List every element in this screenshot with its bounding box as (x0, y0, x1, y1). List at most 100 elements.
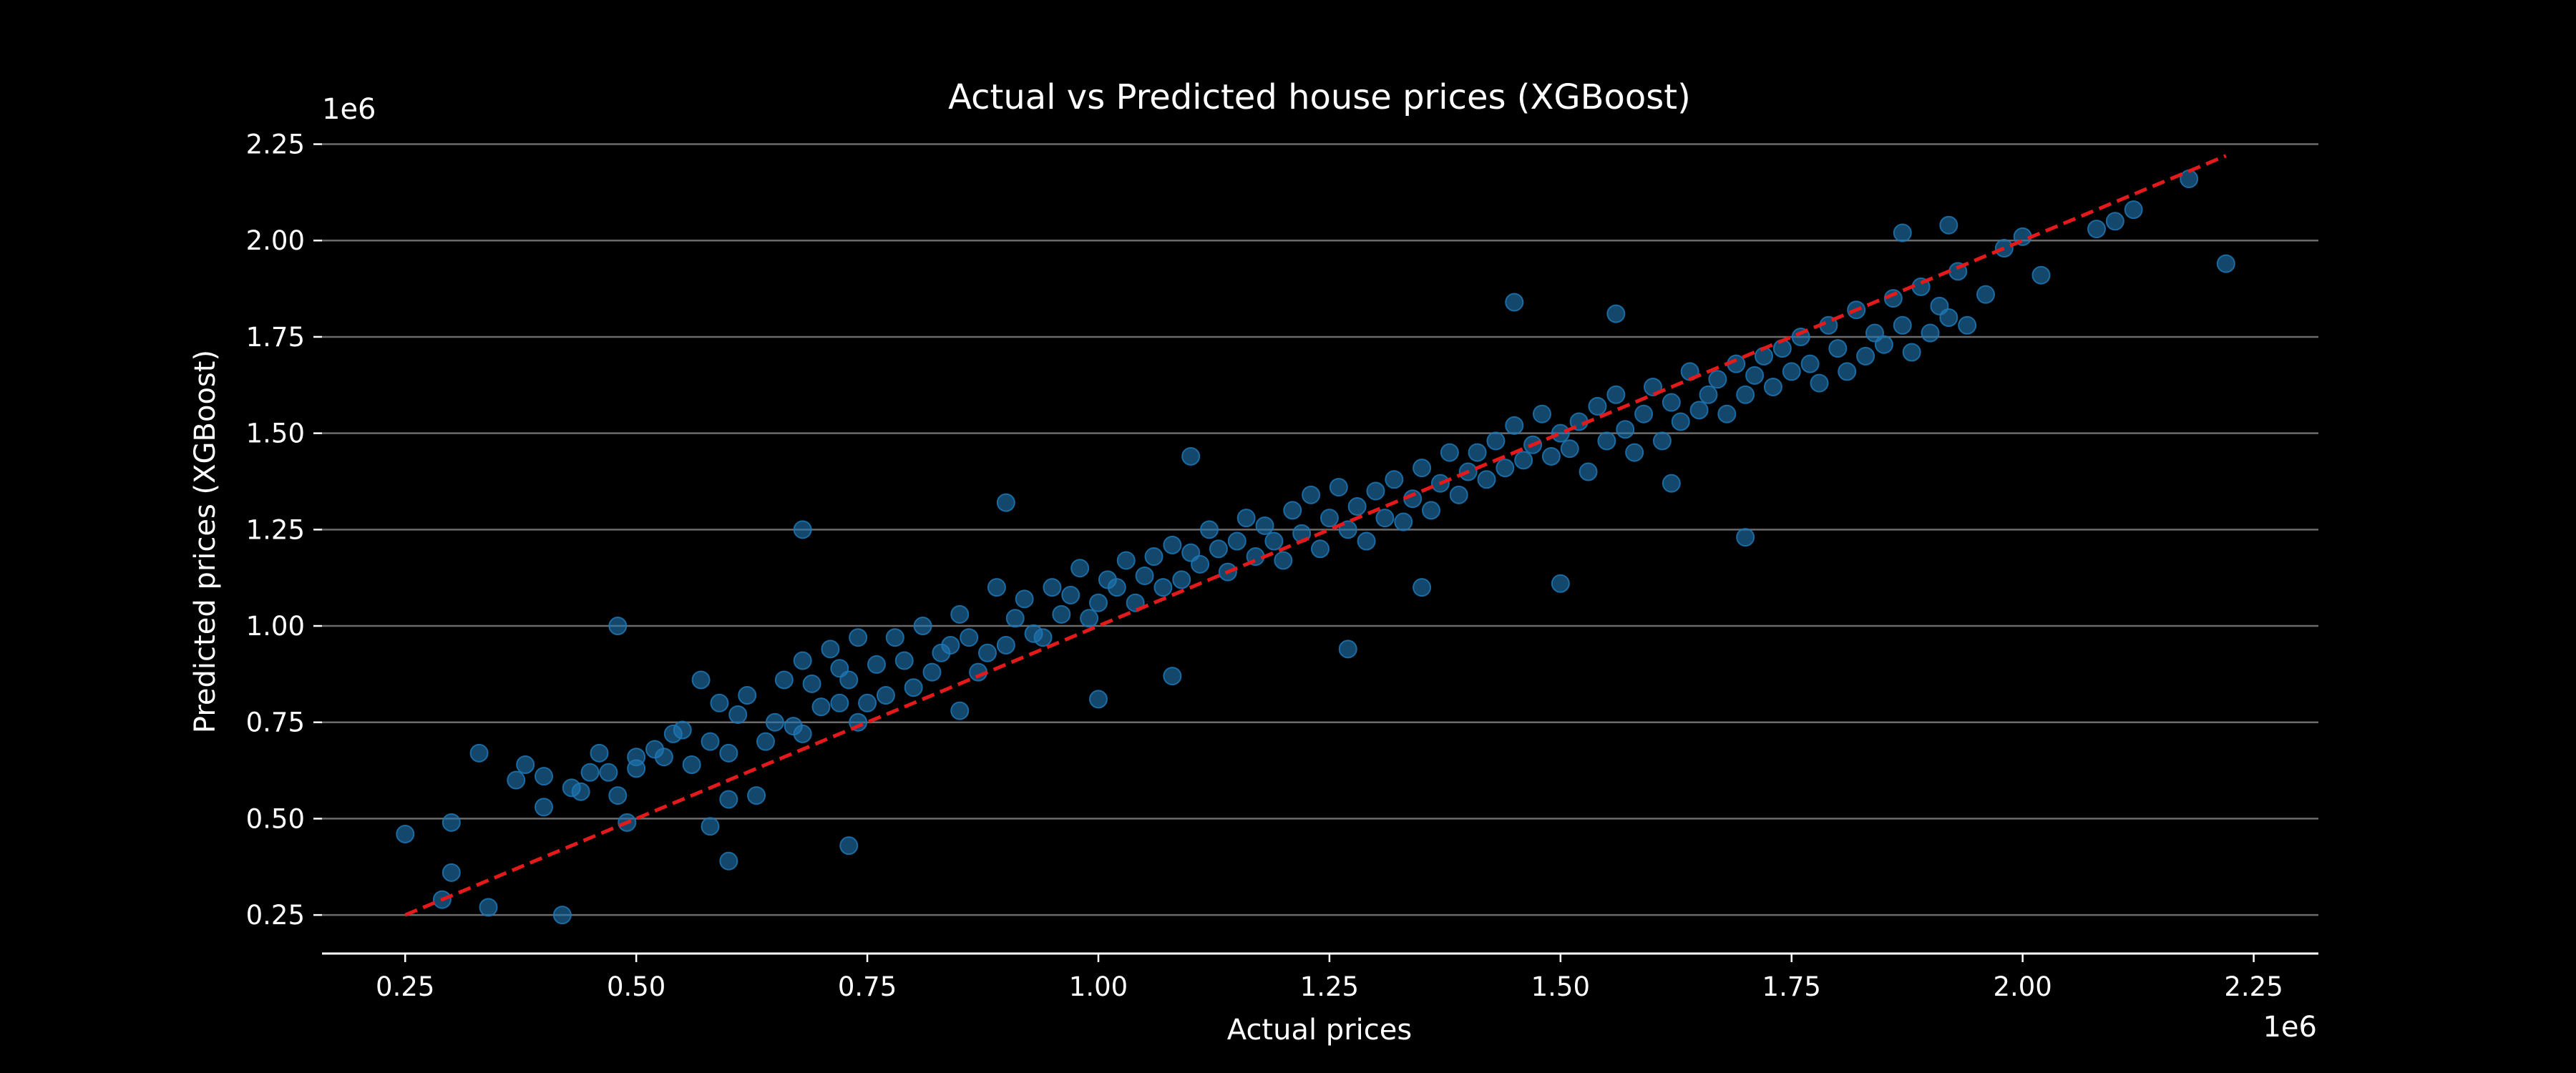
data-point (1505, 293, 1524, 312)
data-point (1689, 401, 1709, 420)
data-point (441, 863, 461, 882)
x-tick-label: 1.00 (1069, 971, 1128, 1002)
data-point (535, 798, 553, 817)
x-tick-label: 1.50 (1531, 971, 1590, 1002)
data-point (580, 763, 600, 782)
data-point (793, 520, 812, 539)
data-point (1033, 628, 1053, 647)
data-point (1671, 412, 1690, 431)
data-point (996, 493, 1015, 512)
data-point (1163, 535, 1182, 554)
data-point (1005, 609, 1025, 628)
data-point (1606, 304, 1626, 323)
data-point (830, 693, 849, 712)
data-point (738, 686, 757, 705)
data-point (811, 697, 831, 717)
data-point (719, 743, 738, 763)
y-tick-label: 1.75 (246, 322, 305, 353)
x-tick-label: 1.25 (1300, 971, 1359, 1002)
data-point (1319, 509, 1339, 528)
data-point (1514, 451, 1533, 470)
data-point (1763, 377, 1782, 396)
data-point (535, 767, 553, 786)
data-point (1440, 443, 1459, 462)
x-tick-label: 0.75 (838, 971, 897, 1002)
data-point (1939, 215, 1958, 235)
data-point (867, 655, 886, 674)
data-point (1486, 431, 1506, 451)
data-point (1413, 459, 1432, 478)
grid-lines (322, 143, 2318, 916)
data-point (1135, 566, 1154, 585)
y-tick-label: 0.50 (246, 803, 305, 834)
data-point (1477, 470, 1496, 489)
data-point (1856, 346, 1875, 366)
data-point (1782, 362, 1801, 381)
data-point (839, 670, 859, 690)
data-point (922, 662, 942, 682)
data-point (1347, 497, 1367, 516)
data-point (1902, 343, 1921, 362)
data-point (1634, 404, 1654, 423)
reference-line-group (404, 154, 2227, 917)
data-point (479, 898, 498, 917)
data-point (950, 604, 970, 624)
data-point (1921, 323, 1940, 343)
data-point (885, 628, 904, 647)
data-point (701, 732, 720, 751)
y-tick-label: 1.50 (246, 418, 305, 449)
data-point (2031, 265, 2051, 285)
y-tick-label: 0.25 (246, 900, 305, 931)
data-point (571, 782, 590, 801)
data-point (950, 701, 970, 720)
data-point (608, 786, 628, 805)
data-point (1708, 370, 1727, 389)
data-point (793, 724, 812, 743)
data-point (1283, 501, 1302, 520)
data-point (682, 755, 701, 774)
data-point (1606, 385, 1626, 404)
data-point (2124, 200, 2143, 220)
data-point (1976, 285, 1995, 304)
y-offset-label: 1e6 (322, 93, 376, 126)
data-point (2216, 254, 2235, 273)
data-point (876, 686, 895, 705)
data-point (1883, 289, 1903, 308)
x-tick-label: 2.00 (1993, 971, 2051, 1002)
data-point (1505, 416, 1524, 435)
y-tick-label: 1.25 (246, 514, 305, 545)
data-point (1588, 396, 1607, 416)
data-point (1828, 339, 1848, 358)
data-point (1385, 470, 1404, 489)
data-point (913, 617, 932, 636)
data-point (1366, 481, 1385, 501)
data-point (839, 836, 859, 856)
x-tick-label: 2.25 (2224, 971, 2283, 1002)
data-point (1255, 516, 1274, 535)
data-point (1375, 509, 1395, 528)
data-point (996, 635, 1015, 655)
data-point (1181, 446, 1201, 466)
x-tick-label: 1.75 (1762, 971, 1821, 1002)
x-tick-labels: 0.25 0.50 0.75 1.00 1.25 1.50 1.75 2.00 2.25 (376, 954, 2283, 1002)
data-point (2105, 212, 2124, 231)
data-point (673, 720, 692, 740)
data-point (552, 906, 572, 925)
data-point (1745, 366, 1765, 385)
data-point (396, 824, 415, 843)
x-axis-label: Actual prices (1227, 1014, 1412, 1047)
data-point (1838, 362, 1857, 381)
data-point (1043, 578, 1062, 597)
data-point (1107, 578, 1126, 597)
data-point (1717, 404, 1737, 423)
data-point (960, 628, 979, 647)
data-point (1662, 393, 1681, 412)
data-point (1172, 570, 1191, 589)
data-point (802, 674, 821, 693)
data-point (858, 693, 877, 712)
data-point (765, 712, 784, 732)
data-point (821, 640, 840, 659)
data-point (1311, 539, 1330, 559)
data-point (1070, 559, 1090, 578)
